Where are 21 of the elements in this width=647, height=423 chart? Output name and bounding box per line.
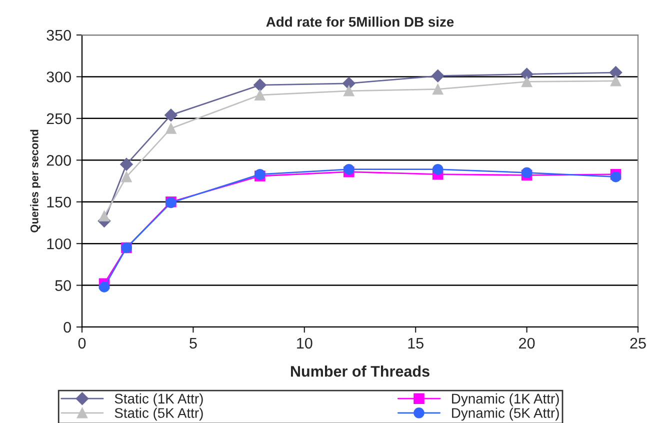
y-axis-title: Queries per second: [30, 130, 41, 232]
x-tick-label: 15: [408, 338, 424, 349]
x-axis-title: Number of Threads: [290, 366, 430, 377]
y-tick-label: 100: [47, 238, 71, 250]
x-tick-label: 5: [190, 338, 197, 349]
y-tick-label: 300: [46, 72, 71, 82]
legend-label: Dynamic (5K Attr): [452, 408, 559, 421]
x-tick-label: 25: [630, 338, 646, 349]
x-tick-label: 20: [519, 338, 535, 349]
y-tick-label: 0: [64, 322, 71, 333]
chart-title: Add rate for 5Million DB size: [266, 16, 454, 27]
x-tick-label: 0: [78, 338, 86, 349]
legend-label: Static (1K Attr): [114, 393, 203, 406]
legend-label: Static (5K Attr): [114, 408, 203, 421]
y-tick-label: 250: [46, 113, 71, 124]
y-tick-label: 200: [46, 155, 71, 166]
y-tick-label: 150: [47, 196, 71, 208]
y-tick-label: 350: [46, 30, 71, 41]
y-tick-label: 50: [55, 280, 71, 291]
x-tick-label: 10: [297, 338, 312, 349]
legend-label: Dynamic (1K Attr): [452, 393, 559, 406]
